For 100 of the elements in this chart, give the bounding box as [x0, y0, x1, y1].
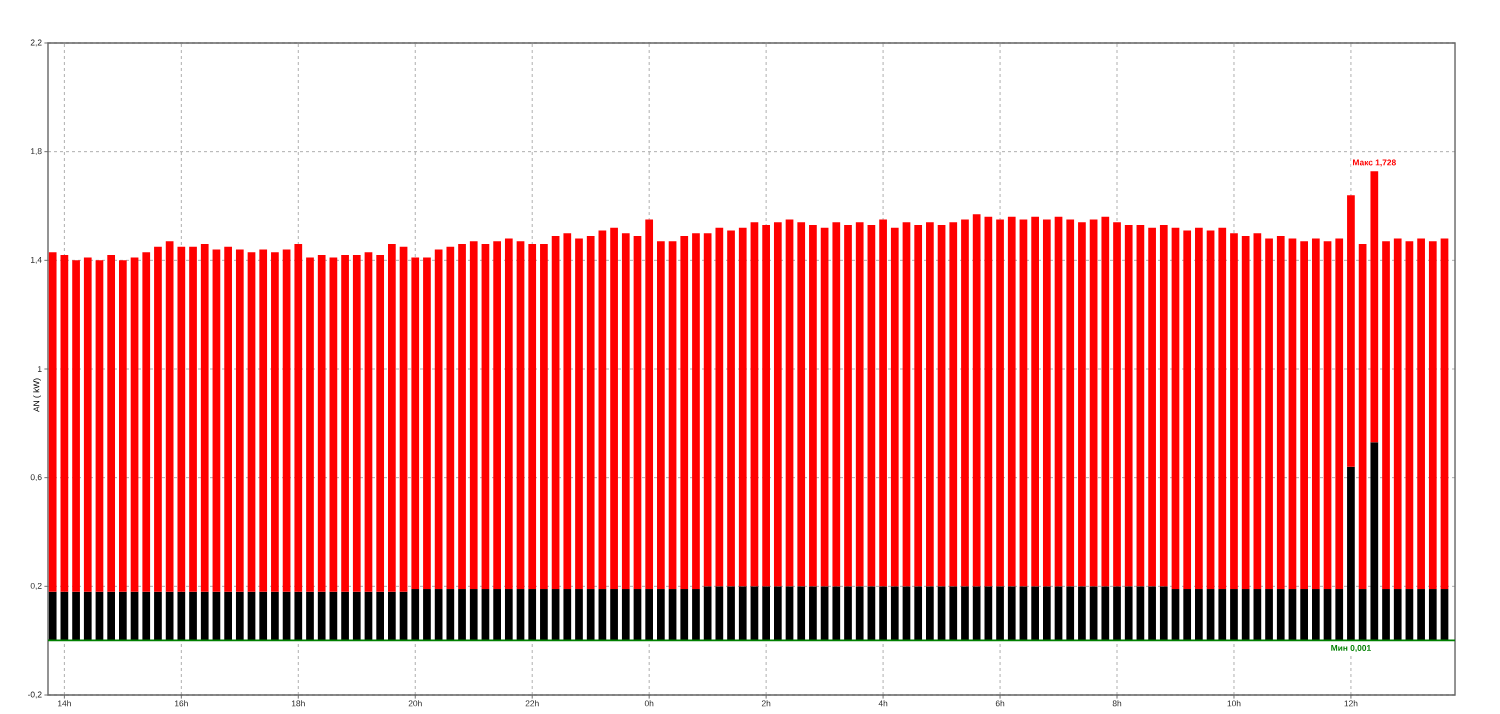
bar	[446, 246, 455, 590]
bar	[1382, 589, 1390, 641]
bar	[820, 227, 829, 587]
bar	[1218, 589, 1227, 641]
bar	[1405, 241, 1414, 590]
bar	[692, 589, 700, 641]
bar	[949, 222, 958, 587]
x-tick-label: 6h	[995, 700, 1005, 707]
bar	[469, 589, 478, 641]
bar	[586, 235, 595, 590]
x-tick-label: 10h	[1227, 700, 1241, 707]
y-tick-label: 1	[37, 366, 42, 372]
annotation: Мин 0,001	[1331, 644, 1371, 653]
bar	[926, 586, 934, 641]
bar	[1370, 442, 1379, 641]
bar	[551, 589, 560, 641]
bar	[984, 586, 993, 641]
bar	[703, 586, 712, 641]
bar	[797, 586, 806, 641]
bar	[1136, 225, 1145, 587]
bar	[1019, 219, 1028, 587]
bar	[563, 233, 572, 590]
bar	[1054, 586, 1063, 641]
bar	[1031, 216, 1039, 587]
bar	[154, 591, 162, 641]
bar	[551, 235, 560, 590]
bar	[142, 591, 151, 641]
bar	[165, 591, 174, 641]
bar	[224, 246, 232, 592]
bar	[528, 589, 537, 641]
bar	[937, 586, 946, 641]
bar	[797, 222, 806, 587]
bar	[996, 586, 1004, 641]
bar	[1007, 586, 1016, 641]
bar	[1148, 227, 1156, 587]
bar	[364, 252, 373, 592]
bar	[727, 230, 735, 587]
x-tick-label: 16h	[174, 700, 188, 707]
bar	[1171, 589, 1180, 641]
bar	[1078, 586, 1086, 641]
bar	[703, 233, 712, 587]
bar	[516, 241, 525, 590]
bar	[832, 586, 841, 641]
bar	[1288, 589, 1297, 641]
bar	[879, 219, 887, 587]
bar	[738, 227, 747, 587]
bar	[411, 589, 420, 641]
bar	[668, 241, 677, 590]
bar	[83, 591, 92, 641]
bar	[130, 257, 139, 592]
bar	[972, 214, 981, 587]
bar	[423, 589, 431, 641]
bar	[271, 591, 279, 641]
bar	[1042, 219, 1051, 587]
bar	[458, 244, 466, 590]
bar	[926, 222, 934, 587]
bar	[1253, 233, 1262, 590]
x-tick-label: 18h	[291, 700, 305, 707]
bar	[610, 227, 618, 590]
bar	[1159, 225, 1168, 587]
bar	[1300, 241, 1308, 590]
bar	[1183, 589, 1192, 641]
bar	[294, 244, 303, 592]
bar	[855, 586, 864, 641]
bar	[481, 589, 490, 641]
x-tick-label: 8h	[1112, 700, 1122, 707]
x-tick-label: 14h	[58, 700, 71, 707]
bar	[1358, 244, 1367, 590]
bar	[1066, 219, 1075, 587]
bar	[692, 233, 700, 590]
bar	[1089, 586, 1098, 641]
bar	[504, 238, 513, 590]
bar	[1428, 241, 1437, 590]
bar	[738, 586, 747, 641]
bar	[469, 241, 478, 590]
bar	[259, 249, 268, 592]
bar	[633, 589, 642, 641]
bar	[773, 586, 782, 641]
bar	[657, 589, 665, 641]
bar	[575, 589, 583, 641]
bar	[388, 244, 396, 592]
bar	[645, 589, 654, 641]
bar	[1113, 586, 1121, 641]
bar	[107, 591, 116, 641]
y-tick-label: 1,4	[30, 256, 42, 264]
bar	[294, 591, 303, 641]
bar	[388, 591, 396, 641]
bar	[1347, 195, 1355, 467]
bar	[516, 589, 525, 641]
bar	[247, 252, 256, 592]
bar	[1311, 589, 1320, 641]
bar	[1042, 586, 1051, 641]
bar	[961, 586, 969, 641]
bar	[680, 235, 689, 590]
bar	[376, 254, 385, 592]
bar	[1323, 241, 1332, 590]
bar	[820, 586, 829, 641]
bar	[902, 222, 911, 587]
bar	[972, 586, 981, 641]
bar	[598, 230, 607, 590]
